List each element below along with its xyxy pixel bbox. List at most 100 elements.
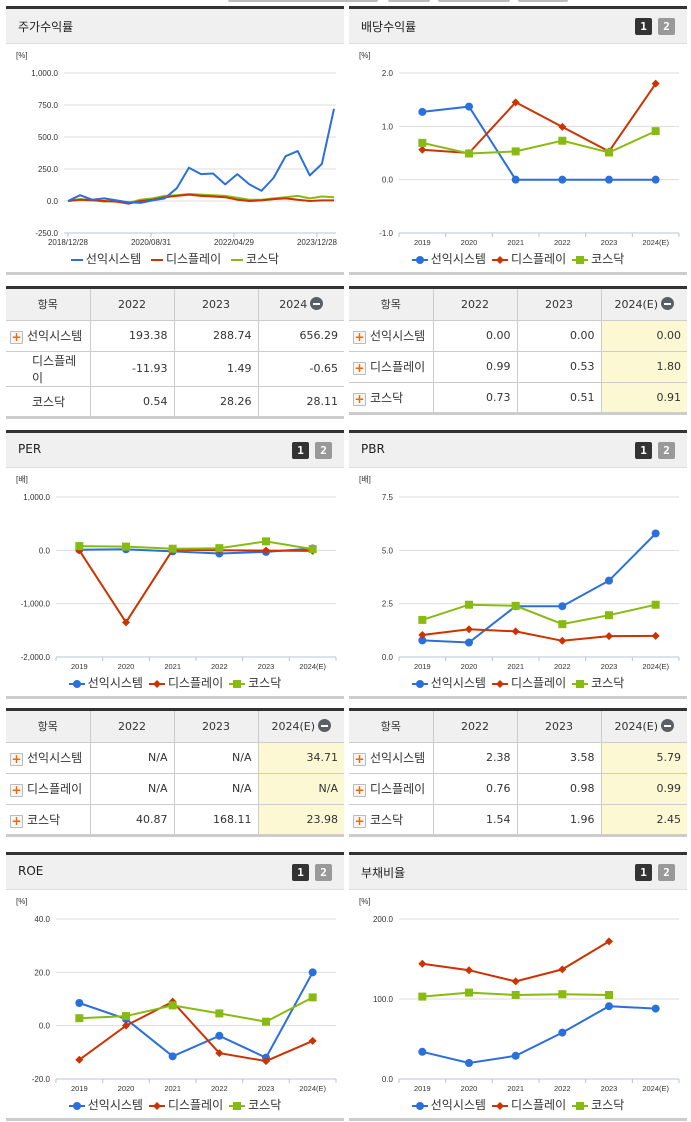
legend-label: 선익시스템 xyxy=(430,676,486,690)
svg-text:2024(E): 2024(E) xyxy=(642,662,669,671)
legend-item-sunic[interactable]: 선익시스템 xyxy=(68,674,143,691)
circle-marker-icon xyxy=(68,1101,85,1110)
page-2-button[interactable]: 2 xyxy=(658,864,675,881)
legend-item-sunic[interactable]: 선익시스템 xyxy=(411,250,486,267)
panel-footer xyxy=(349,272,687,275)
expand-icon[interactable]: + xyxy=(353,813,366,828)
roe-panel: ROE 1 2 [%] 40.0 20.0 0.0 -20.0 2019 2020 2021 2… xyxy=(6,852,344,1121)
table-row: + 선익시스템 193.38 288.74 656.29 xyxy=(6,320,344,352)
table-row: + 선익시스템 0.00 0.00 0.00 xyxy=(349,320,687,352)
panel-title: 배당수익률 xyxy=(361,20,417,34)
cell: 0.99 xyxy=(433,351,518,383)
collapse-icon[interactable] xyxy=(310,297,324,311)
page-2-button[interactable]: 2 xyxy=(658,18,675,35)
svg-text:-250.0: -250.0 xyxy=(35,229,58,238)
legend-item-display[interactable]: 디스플레이 xyxy=(491,1096,566,1113)
legend-item-sunic[interactable]: 선익시스템 xyxy=(411,674,486,691)
page-1-button[interactable]: 1 xyxy=(635,442,652,459)
expand-icon[interactable]: + xyxy=(10,813,23,828)
svg-text:2021: 2021 xyxy=(507,238,524,247)
tab-stub[interactable] xyxy=(228,0,378,2)
legend-item-kosdaq[interactable]: 코스닥 xyxy=(229,1096,281,1113)
page-1-button[interactable]: 1 xyxy=(635,864,652,881)
chart-legend: 선익시스템 디스플레이 코스닥 xyxy=(6,674,344,691)
table-row: + 코스닥 0.73 0.51 0.91 xyxy=(349,382,687,415)
legend-item-display[interactable]: 디스플레이 xyxy=(148,1096,223,1113)
svg-text:[%]: [%] xyxy=(359,897,371,906)
col-header-collapsible: 2024(E) xyxy=(601,711,687,743)
cell: 2.45 xyxy=(601,804,687,837)
circle-marker-icon xyxy=(411,255,428,264)
page-1-button[interactable]: 1 xyxy=(292,864,309,881)
page-1-button[interactable]: 1 xyxy=(635,18,652,35)
dividend-yield-chart: [%] 2.0 1.0 0.0 -1.0 2019 2020 2021 2022 2023 2024… xyxy=(349,44,687,272)
panel-footer xyxy=(6,696,344,699)
svg-text:2021: 2021 xyxy=(507,662,524,671)
legend-item-sunic[interactable]: 선익시스템 xyxy=(68,1096,143,1113)
svg-text:200.0: 200.0 xyxy=(373,915,394,924)
diamond-marker-icon xyxy=(491,1101,508,1110)
row-label-text: 선익시스템 xyxy=(370,751,426,765)
cell: 1.49 xyxy=(174,351,259,387)
svg-text:0.0: 0.0 xyxy=(39,1022,51,1031)
legend-item-display[interactable]: 디스플레이 xyxy=(148,674,223,691)
circle-marker-icon xyxy=(68,679,85,688)
expand-icon[interactable]: + xyxy=(353,330,366,344)
tab-stub[interactable] xyxy=(518,0,568,2)
legend-item-kosdaq[interactable]: 코스닥 xyxy=(572,1096,624,1113)
svg-text:2023: 2023 xyxy=(258,1084,275,1093)
expand-icon[interactable]: + xyxy=(10,783,23,797)
legend-item-sunic[interactable]: 선익시스템 xyxy=(411,1096,486,1113)
legend-item-kosdaq[interactable]: 코스닥 xyxy=(572,674,624,691)
legend-item-sunic[interactable]: 선익시스템 xyxy=(70,250,142,267)
legend-label: 선익시스템 xyxy=(85,252,142,266)
col-header: 2023 xyxy=(174,711,259,743)
page-1-button[interactable]: 1 xyxy=(292,442,309,459)
expand-icon[interactable]: + xyxy=(10,330,23,344)
expand-icon[interactable]: + xyxy=(353,783,366,797)
page-2-button[interactable]: 2 xyxy=(315,442,332,459)
svg-text:2022: 2022 xyxy=(211,662,228,671)
svg-text:2022: 2022 xyxy=(554,238,571,247)
page-2-button[interactable]: 2 xyxy=(658,442,675,459)
collapse-icon[interactable] xyxy=(661,297,675,311)
collapse-icon[interactable] xyxy=(661,719,675,733)
svg-text:0.0: 0.0 xyxy=(47,197,59,206)
row-label-text: 선익시스템 xyxy=(370,329,426,343)
col-header: 2022 xyxy=(90,289,175,321)
legend-item-display[interactable]: 디스플레이 xyxy=(491,674,566,691)
legend-item-kosdaq[interactable]: 코스닥 xyxy=(230,250,279,267)
svg-text:2020: 2020 xyxy=(461,1084,478,1093)
col-header-label: 2024(E) xyxy=(271,720,316,734)
legend-item-kosdaq[interactable]: 코스닥 xyxy=(229,674,281,691)
table-row: 디스플레이 -11.93 1.49 -0.65 xyxy=(6,351,344,387)
svg-text:2023: 2023 xyxy=(258,662,275,671)
cell: 0.53 xyxy=(517,351,602,383)
chart-legend: 선익시스템 디스플레이 코스닥 xyxy=(349,674,687,691)
expand-icon[interactable]: + xyxy=(353,391,366,406)
expand-icon[interactable]: + xyxy=(353,361,366,375)
legend-item-display[interactable]: 디스플레이 xyxy=(491,250,566,267)
expand-icon[interactable]: + xyxy=(10,752,23,766)
diamond-marker-icon xyxy=(491,679,508,688)
stock-return-table: 항목 2022 2023 2024 + 선익시스템 193.38 288.74 6… xyxy=(6,286,344,419)
svg-text:2020: 2020 xyxy=(118,662,135,671)
panel-title: ROE xyxy=(18,864,44,878)
row-label: 디스플레이 xyxy=(6,351,91,387)
tab-stub[interactable] xyxy=(388,0,430,2)
cell: 288.74 xyxy=(174,320,259,352)
expand-icon[interactable]: + xyxy=(353,752,366,766)
collapse-icon[interactable] xyxy=(318,719,332,733)
cell: 0.00 xyxy=(517,320,602,352)
svg-text:-2,000.0: -2,000.0 xyxy=(21,653,51,662)
tab-stub[interactable] xyxy=(438,0,510,2)
page-2-button[interactable]: 2 xyxy=(315,864,332,881)
legend-item-kosdaq[interactable]: 코스닥 xyxy=(572,250,624,267)
legend-item-display[interactable]: 디스플레이 xyxy=(150,250,221,267)
table-row: + 코스닥 40.87 168.11 23.98 xyxy=(6,804,344,837)
cell: 168.11 xyxy=(174,804,259,837)
row-label: + 코스닥 xyxy=(349,804,434,837)
col-header: 항목 xyxy=(349,711,434,743)
chart-legend: 선익시스템 디스플레이 코스닥 xyxy=(349,1096,687,1113)
legend-label: 코스닥 xyxy=(591,676,625,690)
